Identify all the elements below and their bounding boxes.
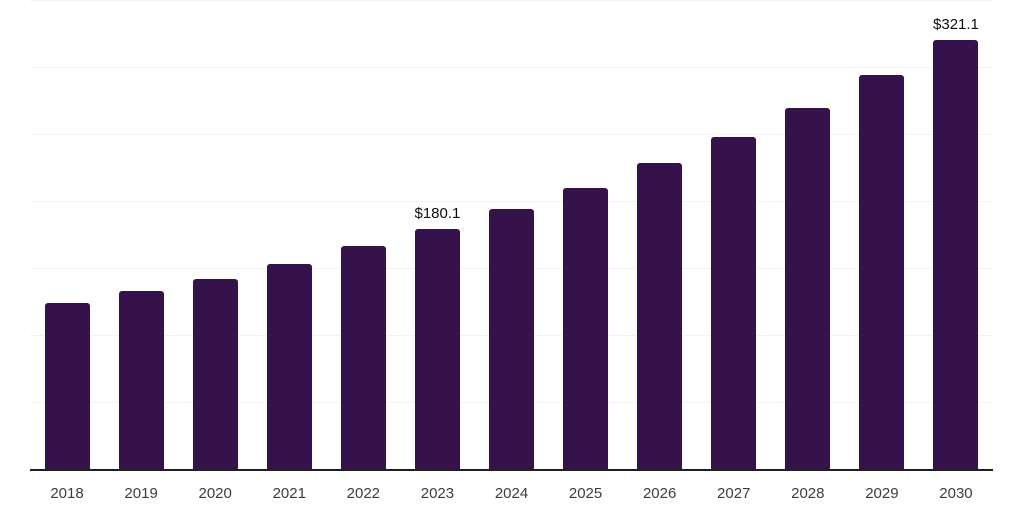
bar-2021 [266,263,312,470]
x-tick-label-2019: 2019 [124,485,158,502]
x-tick-label-2024: 2024 [494,485,529,502]
bar-2029 [859,74,905,470]
x-tick-label-2027: 2027 [717,485,751,502]
value-label-2023: $180.1 [414,204,461,222]
bar-2026 [637,163,683,470]
x-tick-label-2026: 2026 [642,485,677,502]
bar-2025 [563,187,609,470]
gridline-250 [30,134,993,135]
x-tick-label-2018: 2018 [50,485,84,502]
x-tick-label-2029: 2029 [865,485,899,502]
x-tick-label-2030: 2030 [939,485,973,502]
bar-2030 [933,39,979,470]
bar-2024 [489,208,534,470]
x-tick-label-2020: 2020 [198,485,232,502]
plot-area: $180.1 $321.1 [30,0,993,470]
x-tick-label-2022: 2022 [346,485,381,502]
bar-2018 [44,302,90,470]
x-axis-line [30,469,993,471]
value-label-2030: $321.1 [933,15,979,33]
bar-2019 [118,290,164,470]
gridline-300 [30,67,993,68]
x-tick-label-2025: 2025 [568,485,603,502]
bar-2027 [711,136,757,470]
gridline-350 [30,0,993,1]
x-tick-label-2028: 2028 [791,485,825,502]
bar-2023 [414,228,460,470]
bar-2022 [340,246,386,470]
x-tick-label-2023: 2023 [420,485,455,502]
x-tick-label-2021: 2021 [272,485,306,502]
bar-2028 [785,108,831,470]
bar-2020 [192,279,238,470]
gridline-200 [30,201,993,202]
